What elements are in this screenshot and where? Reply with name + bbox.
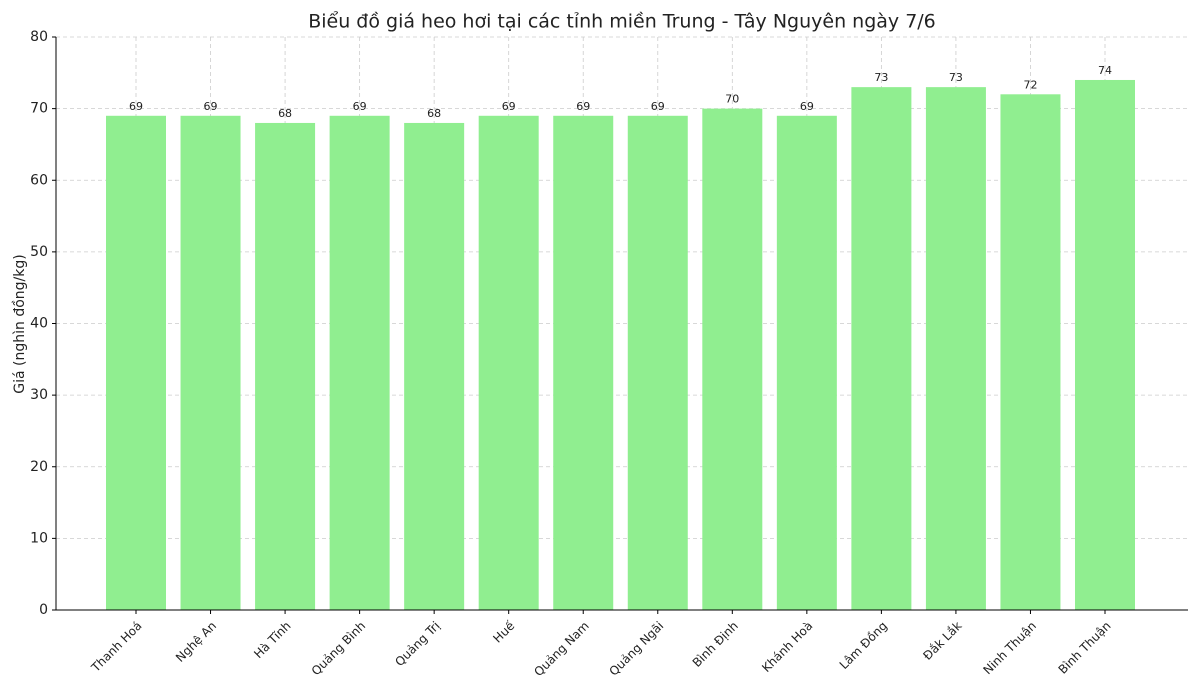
value-label: 73 (874, 71, 888, 84)
y-tick-label: 40 (30, 316, 48, 332)
value-label: 69 (353, 100, 367, 113)
x-tick-label: Khánh Hoà (759, 619, 815, 675)
x-tick-label: Quảng Trị (392, 619, 442, 669)
y-tick-label: 20 (30, 459, 48, 475)
bars (106, 79, 1135, 611)
x-tick-label: Nghệ An (173, 619, 219, 665)
bar (1000, 94, 1061, 611)
y-tick-label: 30 (30, 387, 48, 403)
x-tick-label: Hà Tĩnh (251, 619, 293, 661)
value-label: 69 (800, 100, 814, 113)
y-axis-label: Giá (nghìn đồng/kg) (11, 254, 28, 393)
x-tick-label: Bình Thuận (1056, 619, 1114, 677)
x-tick-label: Quảng Nam (531, 619, 591, 679)
x-tick-label: Quảng Bình (309, 619, 369, 679)
bar (553, 115, 614, 610)
value-label: 69 (651, 100, 665, 113)
bar (627, 115, 688, 610)
y-tick-label: 80 (30, 29, 48, 45)
x-tick-label: Thanh Hoá (88, 619, 145, 676)
value-label: 70 (725, 93, 739, 106)
bar (180, 115, 241, 610)
bar (1075, 79, 1135, 611)
chart-title: Biểu đồ giá heo hơi tại các tỉnh miền Tr… (308, 11, 936, 33)
bar (851, 87, 912, 610)
y-tick-label: 50 (30, 244, 48, 260)
x-tick-label: Bình Định (690, 619, 741, 670)
y-tick-label: 0 (39, 602, 48, 618)
y-tick-label: 60 (30, 172, 48, 188)
bar (329, 115, 390, 610)
bar (255, 122, 316, 610)
bar (925, 87, 986, 610)
value-label: 72 (1023, 78, 1037, 91)
value-label: 68 (278, 107, 292, 120)
bar (106, 115, 166, 610)
x-tick-label: Quảng Ngãi (606, 619, 666, 679)
x-tick-label: Lâm Đồng (837, 619, 890, 672)
x-tick-label: Huế (490, 618, 517, 645)
y-tick-label: 70 (30, 101, 48, 117)
x-tick-label: Ninh Thuận (980, 619, 1039, 678)
value-label: 69 (576, 100, 590, 113)
value-label: 69 (502, 100, 516, 113)
bar (776, 115, 837, 610)
bar (702, 108, 763, 610)
value-label: 68 (427, 107, 441, 120)
bar (404, 122, 465, 610)
y-tick-label: 10 (30, 530, 48, 546)
value-label: 69 (129, 100, 143, 113)
x-tick-label: Đắk Lắk (920, 619, 964, 663)
value-label: 73 (949, 71, 963, 84)
bar (478, 115, 539, 610)
value-label: 69 (204, 100, 218, 113)
value-label: 74 (1098, 64, 1112, 77)
